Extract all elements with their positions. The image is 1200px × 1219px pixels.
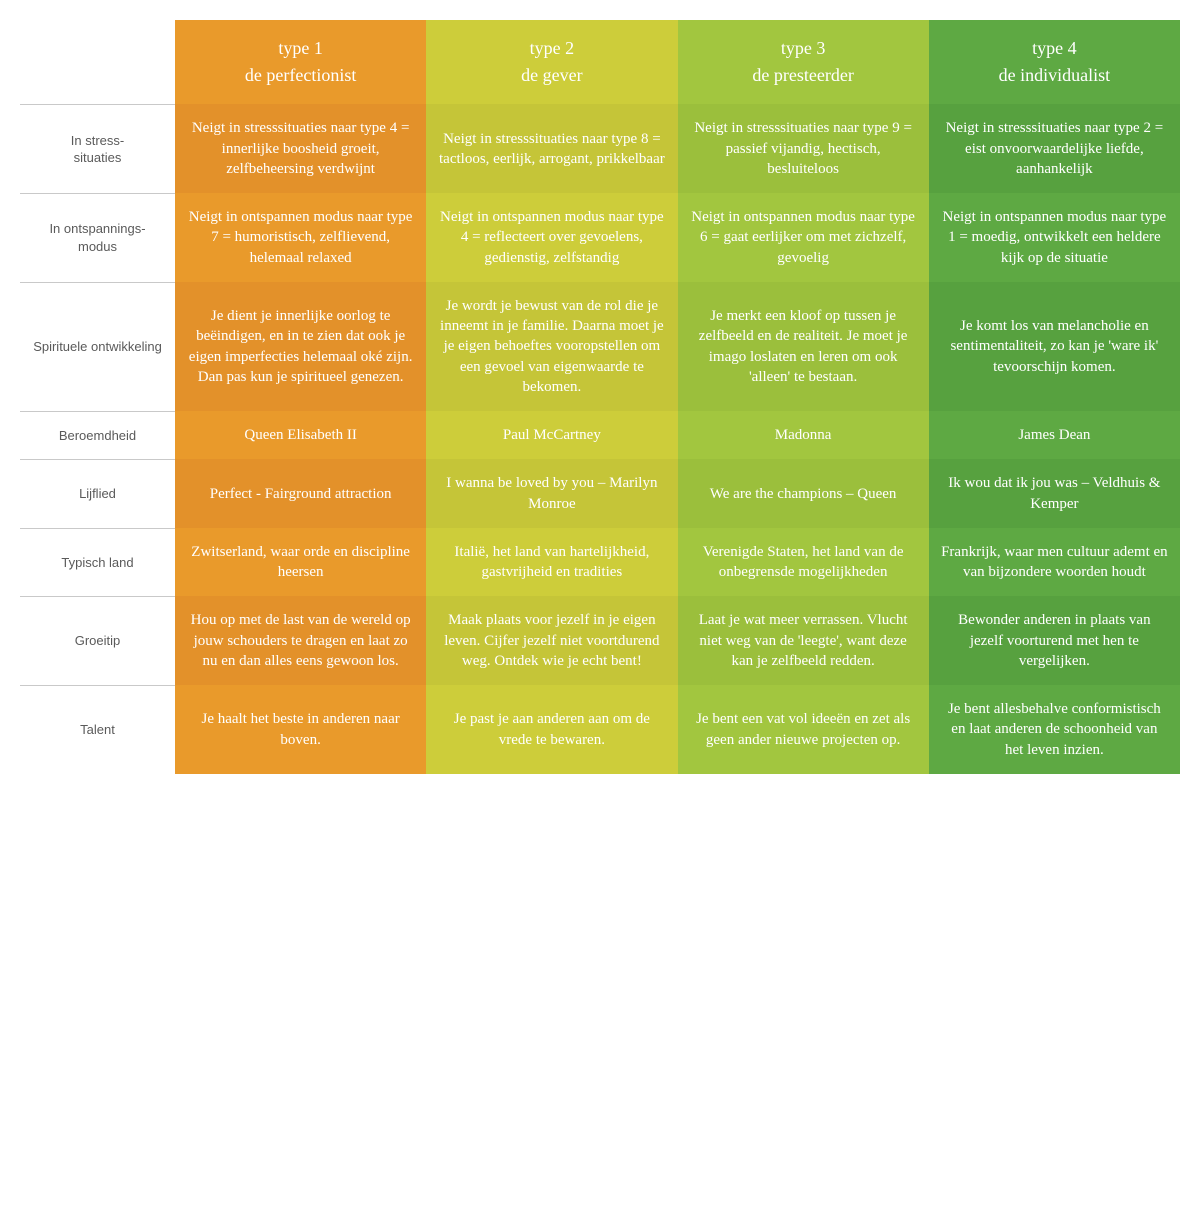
- table-cell: Je merkt een kloof op tussen je zelfbeel…: [678, 282, 929, 411]
- table-cell: Frankrijk, waar men cultuur ademt en van…: [929, 528, 1180, 597]
- table-cell: Zwitserland, waar orde en discipline hee…: [175, 528, 426, 597]
- column-type-name: de presteerder: [752, 63, 853, 88]
- row-label: In ontspannings-modus: [20, 193, 175, 282]
- table-cell: Neigt in stresssituaties naar type 4 = i…: [175, 104, 426, 193]
- table-cell: Ik wou dat ik jou was – Veldhuis & Kempe…: [929, 459, 1180, 528]
- table-cell: Neigt in ontspannen modus naar type 7 = …: [175, 193, 426, 282]
- column-header-type-3: type 3de presteerder: [678, 20, 929, 104]
- table-cell: Laat je wat meer verrassen. Vlucht niet …: [678, 596, 929, 685]
- table-cell: I wanna be loved by you – Marilyn Monroe: [426, 459, 677, 528]
- row-label: Talent: [20, 685, 175, 774]
- table-cell: Paul McCartney: [426, 411, 677, 459]
- table-cell: Queen Elisabeth II: [175, 411, 426, 459]
- table-cell: Je wordt je bewust van de rol die je inn…: [426, 282, 677, 411]
- table-cell: Je past je aan anderen aan om de vrede t…: [426, 685, 677, 774]
- table-cell: Madonna: [678, 411, 929, 459]
- table-cell: Hou op met de last van de wereld op jouw…: [175, 596, 426, 685]
- column-type-number: type 2: [530, 36, 575, 61]
- table-cell: Bewonder anderen in plaats van jezelf vo…: [929, 596, 1180, 685]
- table-cell: Neigt in stresssituaties naar type 9 = p…: [678, 104, 929, 193]
- table-cell: Neigt in ontspannen modus naar type 6 = …: [678, 193, 929, 282]
- table-cell: Neigt in ontspannen modus naar type 1 = …: [929, 193, 1180, 282]
- table-cell: Italië, het land van hartelijkheid, gast…: [426, 528, 677, 597]
- corner-cell: [20, 20, 175, 104]
- enneagram-table: type 1de perfectionisttype 2de gevertype…: [20, 20, 1180, 774]
- table-cell: Neigt in stresssituaties naar type 2 = e…: [929, 104, 1180, 193]
- table-cell: Je bent allesbehalve conformistisch en l…: [929, 685, 1180, 774]
- table-cell: James Dean: [929, 411, 1180, 459]
- column-type-number: type 4: [1032, 36, 1077, 61]
- table-cell: Verenigde Staten, het land van de onbegr…: [678, 528, 929, 597]
- table-cell: Maak plaats voor jezelf in je eigen leve…: [426, 596, 677, 685]
- table-cell: We are the champions – Queen: [678, 459, 929, 528]
- table-cell: Je bent een vat vol ideeën en zet als ge…: [678, 685, 929, 774]
- row-label: Lijflied: [20, 459, 175, 528]
- table-cell: Je haalt het beste in anderen naar boven…: [175, 685, 426, 774]
- column-header-type-4: type 4de individualist: [929, 20, 1180, 104]
- column-header-type-2: type 2de gever: [426, 20, 677, 104]
- table-cell: Neigt in ontspannen modus naar type 4 = …: [426, 193, 677, 282]
- row-label: Spirituele ontwikkeling: [20, 282, 175, 411]
- column-type-name: de individualist: [999, 63, 1111, 88]
- column-type-number: type 1: [278, 36, 323, 61]
- table-cell: Je dient je innerlijke oorlog te beëindi…: [175, 282, 426, 411]
- column-type-name: de perfectionist: [245, 63, 356, 88]
- row-label: In stress-situaties: [20, 104, 175, 193]
- column-type-name: de gever: [521, 63, 582, 88]
- table-cell: Je komt los van melancholie en sentiment…: [929, 282, 1180, 411]
- row-label: Beroemdheid: [20, 411, 175, 459]
- table-cell: Perfect - Fairground attraction: [175, 459, 426, 528]
- table-cell: Neigt in stresssituaties naar type 8 = t…: [426, 104, 677, 193]
- column-header-type-1: type 1de perfectionist: [175, 20, 426, 104]
- row-label: Groeitip: [20, 596, 175, 685]
- column-type-number: type 3: [781, 36, 826, 61]
- row-label: Typisch land: [20, 528, 175, 597]
